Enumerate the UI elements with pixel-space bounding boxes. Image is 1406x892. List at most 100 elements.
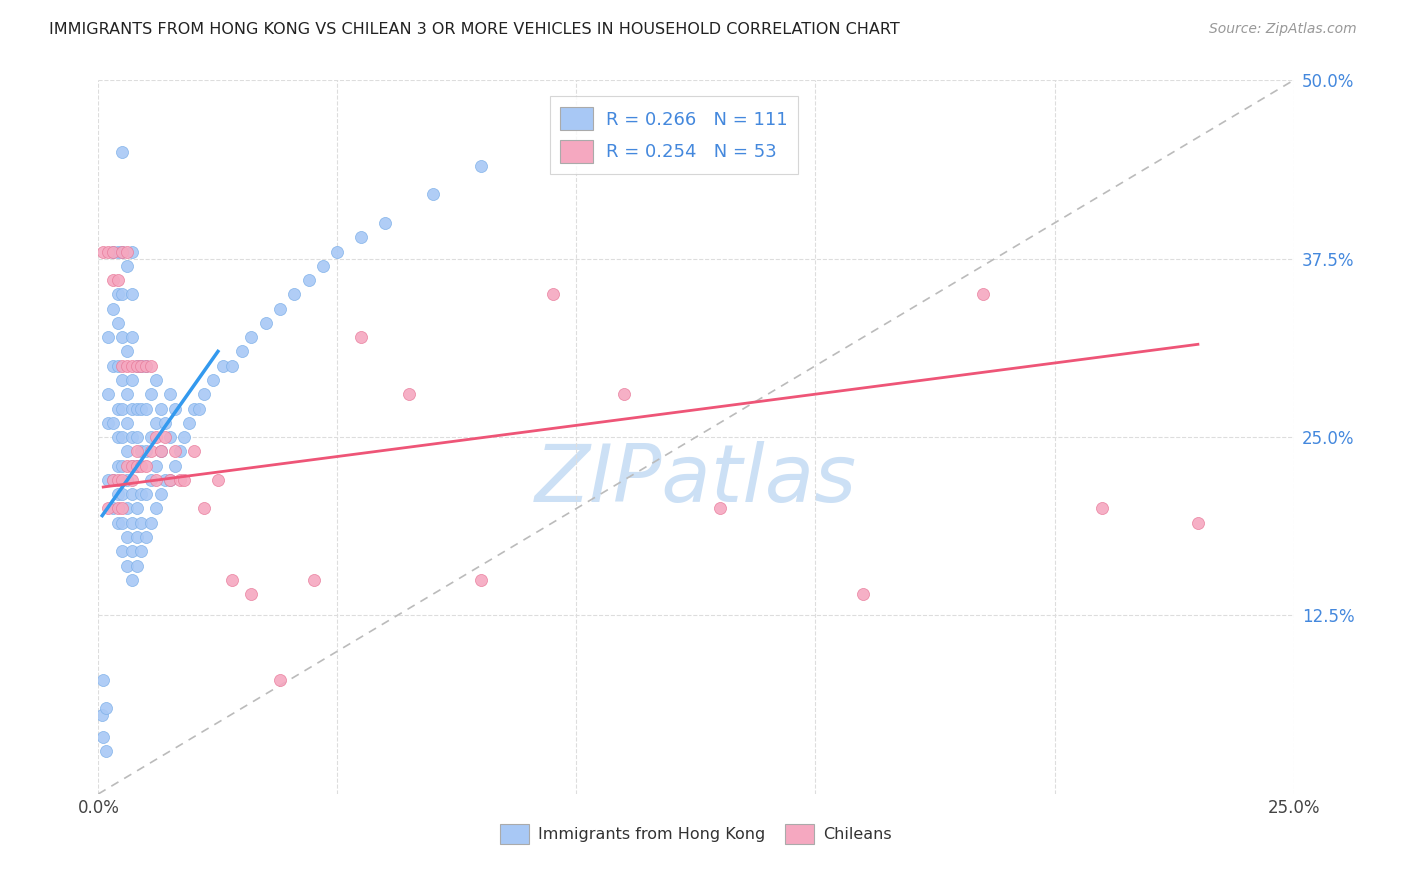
Point bbox=[107, 244, 129, 259]
Point bbox=[97, 501, 120, 516]
Point bbox=[139, 359, 162, 373]
Point bbox=[101, 473, 124, 487]
Point bbox=[97, 416, 120, 430]
Point bbox=[350, 230, 373, 244]
Point bbox=[135, 444, 157, 458]
Point bbox=[470, 159, 492, 173]
Point bbox=[115, 344, 138, 359]
Point bbox=[207, 473, 229, 487]
Point bbox=[125, 458, 148, 473]
Point bbox=[97, 473, 120, 487]
Point bbox=[298, 273, 321, 287]
Point bbox=[107, 487, 129, 501]
Point bbox=[149, 444, 172, 458]
Point bbox=[139, 387, 162, 401]
Point bbox=[115, 387, 138, 401]
Point bbox=[91, 730, 114, 744]
Point bbox=[221, 573, 243, 587]
Point bbox=[193, 387, 215, 401]
Point bbox=[121, 516, 143, 530]
Point bbox=[852, 587, 875, 601]
Point bbox=[163, 401, 186, 416]
Point bbox=[115, 416, 138, 430]
Point bbox=[145, 473, 167, 487]
Point bbox=[107, 430, 129, 444]
Point bbox=[135, 401, 157, 416]
Point bbox=[101, 501, 124, 516]
Point bbox=[91, 673, 114, 687]
Point bbox=[101, 301, 124, 316]
Point bbox=[149, 487, 172, 501]
Point bbox=[125, 359, 148, 373]
Point bbox=[111, 244, 134, 259]
Point bbox=[470, 573, 492, 587]
Point bbox=[254, 316, 277, 330]
Point bbox=[398, 387, 420, 401]
Point bbox=[115, 458, 138, 473]
Point bbox=[1091, 501, 1114, 516]
Point bbox=[115, 359, 138, 373]
Point bbox=[115, 259, 138, 273]
Point bbox=[121, 544, 143, 558]
Point bbox=[97, 330, 120, 344]
Point bbox=[115, 530, 138, 544]
Point bbox=[131, 487, 153, 501]
Point bbox=[121, 473, 143, 487]
Point bbox=[145, 458, 167, 473]
Point bbox=[125, 530, 148, 544]
Legend: Immigrants from Hong Kong, Chileans: Immigrants from Hong Kong, Chileans bbox=[494, 818, 898, 850]
Point bbox=[240, 587, 263, 601]
Text: ZIPatlas: ZIPatlas bbox=[534, 441, 858, 519]
Point bbox=[155, 430, 177, 444]
Point bbox=[111, 359, 134, 373]
Point bbox=[159, 473, 181, 487]
Point bbox=[107, 458, 129, 473]
Point bbox=[202, 373, 225, 387]
Point bbox=[312, 259, 335, 273]
Point bbox=[169, 444, 191, 458]
Point bbox=[326, 244, 349, 259]
Point bbox=[240, 330, 263, 344]
Point bbox=[125, 359, 148, 373]
Point bbox=[221, 359, 243, 373]
Text: IMMIGRANTS FROM HONG KONG VS CHILEAN 3 OR MORE VEHICLES IN HOUSEHOLD CORRELATION: IMMIGRANTS FROM HONG KONG VS CHILEAN 3 O… bbox=[49, 22, 900, 37]
Point bbox=[111, 473, 134, 487]
Point bbox=[111, 401, 134, 416]
Point bbox=[121, 287, 143, 301]
Point bbox=[107, 287, 129, 301]
Point bbox=[101, 273, 124, 287]
Point bbox=[101, 473, 124, 487]
Point bbox=[121, 573, 143, 587]
Point bbox=[374, 216, 396, 230]
Point bbox=[135, 487, 157, 501]
Point bbox=[111, 501, 134, 516]
Point bbox=[283, 287, 305, 301]
Point bbox=[709, 501, 731, 516]
Point bbox=[131, 458, 153, 473]
Point bbox=[173, 430, 195, 444]
Point bbox=[155, 473, 177, 487]
Point bbox=[125, 444, 148, 458]
Point bbox=[101, 416, 124, 430]
Point bbox=[111, 458, 134, 473]
Point bbox=[193, 501, 215, 516]
Point bbox=[131, 516, 153, 530]
Point bbox=[1187, 516, 1209, 530]
Text: Source: ZipAtlas.com: Source: ZipAtlas.com bbox=[1209, 22, 1357, 37]
Point bbox=[121, 401, 143, 416]
Point bbox=[101, 244, 124, 259]
Point bbox=[139, 516, 162, 530]
Point bbox=[155, 416, 177, 430]
Point bbox=[115, 244, 138, 259]
Point bbox=[107, 473, 129, 487]
Point bbox=[159, 430, 181, 444]
Point bbox=[121, 430, 143, 444]
Point bbox=[145, 373, 167, 387]
Point bbox=[269, 673, 291, 687]
Point bbox=[107, 501, 129, 516]
Point bbox=[97, 387, 120, 401]
Point bbox=[145, 430, 167, 444]
Point bbox=[101, 359, 124, 373]
Point bbox=[972, 287, 994, 301]
Point bbox=[139, 444, 162, 458]
